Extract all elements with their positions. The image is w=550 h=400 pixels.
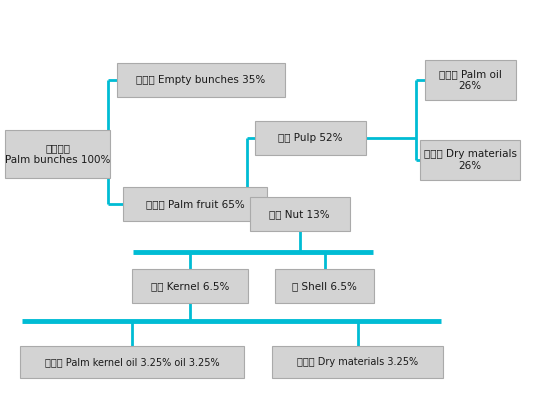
Text: 棕榈果 Palm fruit 65%: 棕榈果 Palm fruit 65%: [146, 199, 245, 209]
FancyBboxPatch shape: [274, 269, 374, 303]
FancyBboxPatch shape: [420, 140, 520, 180]
FancyBboxPatch shape: [132, 269, 248, 303]
Text: 壳 Shell 6.5%: 壳 Shell 6.5%: [292, 281, 357, 291]
Text: 果肉 Pulp 52%: 果肉 Pulp 52%: [278, 133, 343, 143]
FancyBboxPatch shape: [5, 130, 110, 178]
Text: 果核 Nut 13%: 果核 Nut 13%: [270, 209, 330, 219]
Text: 干物质 Dry materials 3.25%: 干物质 Dry materials 3.25%: [297, 357, 418, 367]
Text: 棕榈果束
Palm bunches 100%: 棕榈果束 Palm bunches 100%: [5, 143, 111, 165]
FancyBboxPatch shape: [425, 60, 516, 100]
FancyBboxPatch shape: [255, 121, 366, 155]
Text: 干物质 Dry materials
26%: 干物质 Dry materials 26%: [424, 149, 517, 171]
FancyBboxPatch shape: [117, 63, 285, 97]
Text: 棕榈油 Palm oil
26%: 棕榈油 Palm oil 26%: [439, 69, 502, 91]
Text: 棕仁油 Palm kernel oil 3.25% oil 3.25%: 棕仁油 Palm kernel oil 3.25% oil 3.25%: [45, 357, 219, 367]
FancyBboxPatch shape: [250, 197, 350, 231]
Text: 棕仁 Kernel 6.5%: 棕仁 Kernel 6.5%: [151, 281, 229, 291]
FancyBboxPatch shape: [272, 346, 443, 378]
Text: 空果束 Empty bunches 35%: 空果束 Empty bunches 35%: [136, 75, 265, 85]
FancyBboxPatch shape: [123, 187, 267, 221]
FancyBboxPatch shape: [20, 346, 244, 378]
